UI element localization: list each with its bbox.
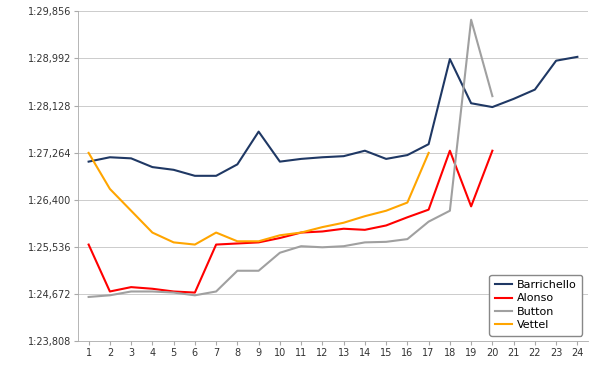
Alonso xyxy=(361,228,368,232)
Vettel xyxy=(404,200,411,205)
Button xyxy=(85,295,92,299)
Barrichello xyxy=(531,87,538,92)
Barrichello xyxy=(319,155,326,159)
Alonso xyxy=(298,230,305,235)
Alonso xyxy=(170,289,177,294)
Barrichello xyxy=(276,159,283,164)
Button xyxy=(319,245,326,249)
Alonso xyxy=(128,285,135,290)
Button xyxy=(446,209,454,213)
Barrichello xyxy=(234,162,241,166)
Vettel xyxy=(106,187,113,191)
Barrichello xyxy=(191,174,199,178)
Button xyxy=(383,240,390,244)
Alonso xyxy=(404,215,411,219)
Barrichello xyxy=(383,157,390,161)
Barrichello xyxy=(128,156,135,160)
Vettel xyxy=(383,209,390,213)
Alonso xyxy=(383,223,390,228)
Vettel xyxy=(234,239,241,243)
Vettel xyxy=(255,239,262,243)
Legend: Barrichello, Alonso, Button, Vettel: Barrichello, Alonso, Button, Vettel xyxy=(490,274,583,336)
Alonso xyxy=(276,236,283,240)
Button xyxy=(191,293,199,297)
Barrichello xyxy=(361,148,368,153)
Button xyxy=(489,94,496,98)
Alonso xyxy=(85,242,92,247)
Alonso xyxy=(446,148,454,153)
Alonso xyxy=(255,240,262,244)
Line: Alonso: Alonso xyxy=(89,151,493,292)
Barrichello xyxy=(404,153,411,158)
Vettel xyxy=(85,151,92,155)
Vettel xyxy=(298,230,305,235)
Button xyxy=(467,18,475,22)
Button xyxy=(170,290,177,295)
Vettel xyxy=(128,209,135,213)
Alonso xyxy=(467,204,475,209)
Alonso xyxy=(489,148,496,153)
Barrichello xyxy=(467,101,475,105)
Button xyxy=(234,268,241,273)
Button xyxy=(128,289,135,294)
Barrichello xyxy=(170,168,177,172)
Button xyxy=(298,244,305,249)
Button xyxy=(404,237,411,242)
Barrichello xyxy=(425,142,432,146)
Vettel xyxy=(212,230,220,235)
Button xyxy=(255,268,262,273)
Barrichello xyxy=(340,154,347,158)
Vettel xyxy=(319,225,326,230)
Alonso xyxy=(319,229,326,234)
Button xyxy=(425,219,432,224)
Alonso xyxy=(212,242,220,247)
Vettel xyxy=(276,233,283,237)
Vettel xyxy=(361,214,368,219)
Barrichello xyxy=(298,157,305,161)
Barrichello xyxy=(446,57,454,61)
Button xyxy=(149,289,156,294)
Barrichello xyxy=(553,58,560,63)
Line: Button: Button xyxy=(89,20,493,297)
Alonso xyxy=(149,286,156,291)
Vettel xyxy=(191,242,199,247)
Button xyxy=(361,240,368,244)
Button xyxy=(106,293,113,297)
Alonso xyxy=(340,226,347,231)
Alonso xyxy=(234,241,241,246)
Button xyxy=(276,251,283,255)
Line: Barrichello: Barrichello xyxy=(89,57,577,176)
Barrichello xyxy=(574,55,581,59)
Barrichello xyxy=(212,174,220,178)
Alonso xyxy=(191,290,199,295)
Barrichello xyxy=(106,155,113,159)
Vettel xyxy=(170,240,177,244)
Button xyxy=(212,289,220,294)
Barrichello xyxy=(489,105,496,110)
Alonso xyxy=(106,289,113,294)
Vettel xyxy=(425,151,432,155)
Barrichello xyxy=(85,159,92,164)
Vettel xyxy=(149,230,156,235)
Alonso xyxy=(425,207,432,212)
Button xyxy=(340,244,347,249)
Barrichello xyxy=(510,97,517,101)
Barrichello xyxy=(149,165,156,170)
Vettel xyxy=(340,220,347,225)
Line: Vettel: Vettel xyxy=(89,153,428,244)
Barrichello xyxy=(255,129,262,134)
